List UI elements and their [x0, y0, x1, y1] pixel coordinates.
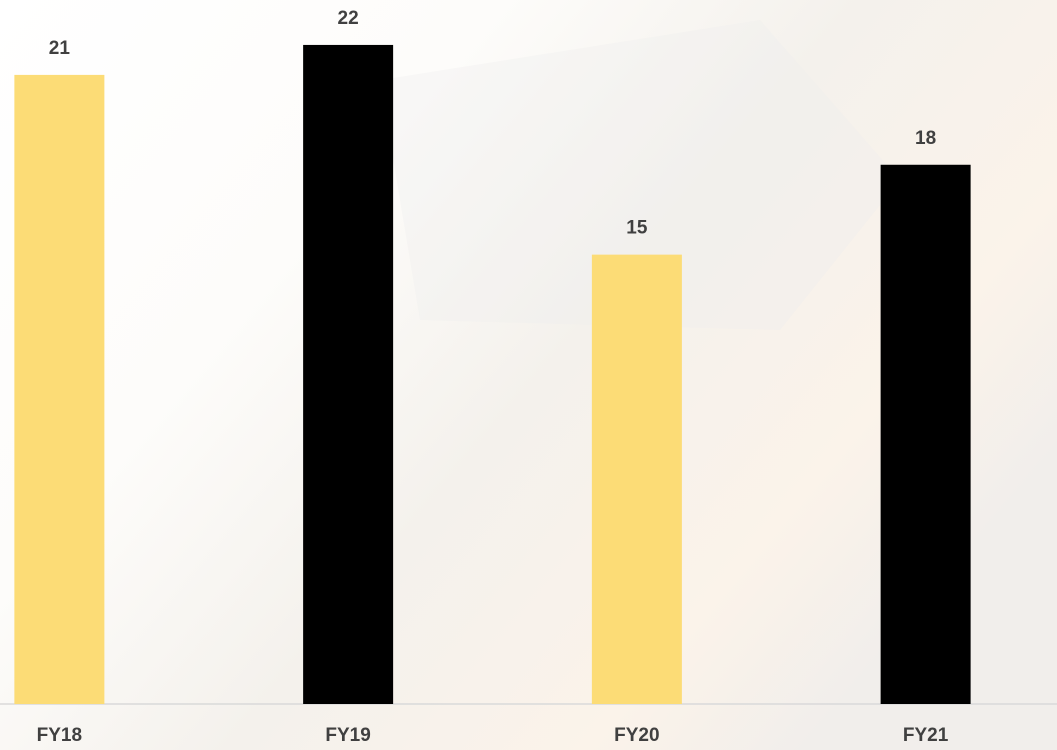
bar [881, 165, 971, 704]
x-tick-label: FY20 [614, 725, 659, 746]
x-tick-label: FY21 [903, 725, 949, 746]
data-label: 15 [626, 218, 648, 239]
x-tick-label: FY19 [325, 725, 370, 746]
data-label: 21 [49, 38, 71, 59]
data-label: 18 [915, 128, 936, 149]
data-label: 22 [338, 8, 359, 29]
x-tick-label: FY18 [37, 725, 82, 746]
bar [14, 75, 104, 704]
chart: FY18 21 FY19 22 FY20 15 FY21 18 [0, 0, 1057, 750]
bar [592, 255, 682, 704]
bar [303, 45, 393, 704]
